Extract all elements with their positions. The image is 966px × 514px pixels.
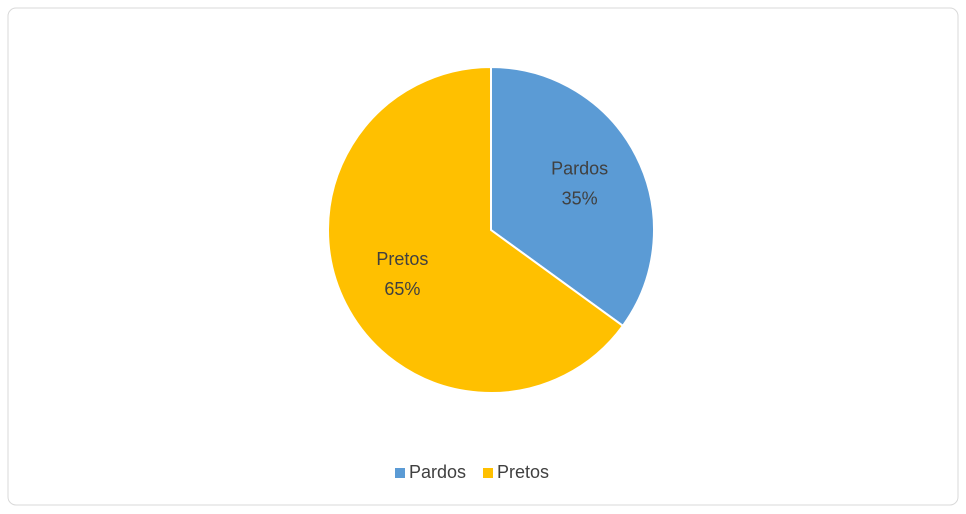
legend-label: Pardos	[409, 462, 466, 482]
pie-slice	[327, 65, 625, 394]
data-label-category: Pardos	[551, 159, 608, 179]
data-label-value: 65%	[384, 279, 420, 299]
pie-slice	[490, 65, 655, 328]
data-label-value: 35%	[562, 189, 598, 209]
legend-label: Pretos	[497, 462, 549, 482]
data-label-category: Pretos	[376, 249, 428, 269]
legend-swatch	[483, 468, 493, 478]
legend-swatch	[395, 468, 405, 478]
